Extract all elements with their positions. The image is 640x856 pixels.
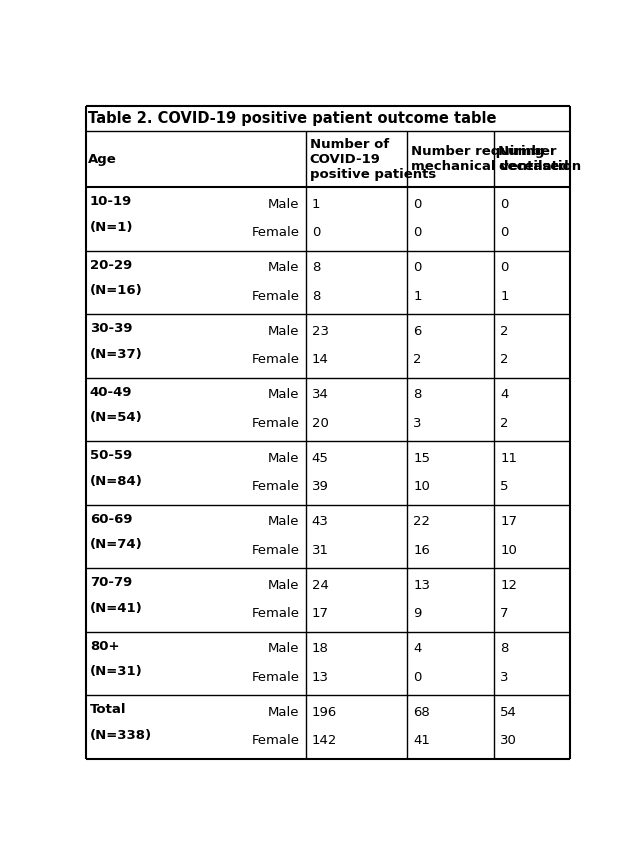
- Text: Female: Female: [252, 417, 300, 430]
- Text: Male: Male: [268, 642, 300, 655]
- Text: Female: Female: [252, 480, 300, 493]
- Text: 39: 39: [312, 480, 328, 493]
- Text: (N=54): (N=54): [90, 411, 143, 424]
- Text: 3: 3: [413, 417, 422, 430]
- Text: (N=338): (N=338): [90, 728, 152, 741]
- Text: Number of
COVID-19
positive patients: Number of COVID-19 positive patients: [310, 138, 436, 181]
- Text: 0: 0: [413, 261, 422, 274]
- Text: 0: 0: [312, 226, 320, 240]
- Text: 10: 10: [500, 544, 517, 556]
- Text: 43: 43: [312, 515, 328, 528]
- Text: Male: Male: [268, 261, 300, 274]
- Text: 1: 1: [312, 198, 320, 211]
- Text: 1: 1: [500, 290, 509, 303]
- Text: Male: Male: [268, 452, 300, 465]
- Text: 13: 13: [312, 671, 328, 684]
- Text: 17: 17: [500, 515, 517, 528]
- Text: Female: Female: [252, 671, 300, 684]
- Text: 60-69: 60-69: [90, 513, 132, 526]
- Text: 12: 12: [500, 579, 517, 591]
- Text: 9: 9: [413, 607, 422, 621]
- Text: 0: 0: [500, 226, 509, 240]
- Text: 8: 8: [413, 389, 422, 401]
- Text: 196: 196: [312, 705, 337, 719]
- Text: 1: 1: [413, 290, 422, 303]
- Text: 45: 45: [312, 452, 328, 465]
- Text: 6: 6: [413, 324, 422, 338]
- Text: Female: Female: [252, 734, 300, 747]
- Text: 18: 18: [312, 642, 328, 655]
- Text: 50-59: 50-59: [90, 449, 132, 462]
- Text: 34: 34: [312, 389, 328, 401]
- Text: 5: 5: [500, 480, 509, 493]
- Text: 22: 22: [413, 515, 430, 528]
- Text: 0: 0: [413, 671, 422, 684]
- Text: 16: 16: [413, 544, 430, 556]
- Text: Female: Female: [252, 607, 300, 621]
- Text: Female: Female: [252, 544, 300, 556]
- Text: 15: 15: [413, 452, 430, 465]
- Text: Male: Male: [268, 705, 300, 719]
- Text: 23: 23: [312, 324, 328, 338]
- Text: Male: Male: [268, 515, 300, 528]
- Text: Total: Total: [90, 703, 127, 716]
- Text: 0: 0: [500, 198, 509, 211]
- Text: 80+: 80+: [90, 639, 120, 652]
- Text: 54: 54: [500, 705, 517, 719]
- Text: 41: 41: [413, 734, 430, 747]
- Text: Female: Female: [252, 226, 300, 240]
- Text: 10: 10: [413, 480, 430, 493]
- Text: 31: 31: [312, 544, 328, 556]
- Text: 4: 4: [413, 642, 422, 655]
- Text: (N=74): (N=74): [90, 538, 143, 551]
- Text: 13: 13: [413, 579, 430, 591]
- Text: 4: 4: [500, 389, 509, 401]
- Text: 20: 20: [312, 417, 328, 430]
- Text: Male: Male: [268, 198, 300, 211]
- Text: 2: 2: [500, 354, 509, 366]
- Text: (N=41): (N=41): [90, 602, 143, 615]
- Text: Male: Male: [268, 324, 300, 338]
- Text: 70-79: 70-79: [90, 576, 132, 589]
- Text: 2: 2: [500, 417, 509, 430]
- Text: Table 2. COVID-19 positive patient outcome table: Table 2. COVID-19 positive patient outco…: [88, 111, 497, 126]
- Text: Female: Female: [252, 354, 300, 366]
- Text: 14: 14: [312, 354, 328, 366]
- Text: 20-29: 20-29: [90, 259, 132, 271]
- Text: 0: 0: [413, 198, 422, 211]
- Text: 7: 7: [500, 607, 509, 621]
- Text: 0: 0: [413, 226, 422, 240]
- Text: 8: 8: [312, 261, 320, 274]
- Text: Number requiring
mechanical ventilation: Number requiring mechanical ventilation: [412, 145, 582, 173]
- Text: (N=16): (N=16): [90, 284, 143, 297]
- Text: 8: 8: [500, 642, 509, 655]
- Text: 24: 24: [312, 579, 328, 591]
- Text: 68: 68: [413, 705, 430, 719]
- Text: 30: 30: [500, 734, 517, 747]
- Text: 142: 142: [312, 734, 337, 747]
- Text: (N=84): (N=84): [90, 474, 143, 488]
- Text: Age: Age: [88, 152, 117, 165]
- Text: Number
deceased: Number deceased: [498, 145, 569, 173]
- Text: 30-39: 30-39: [90, 322, 132, 336]
- Text: Female: Female: [252, 290, 300, 303]
- Text: (N=1): (N=1): [90, 221, 133, 234]
- Text: 8: 8: [312, 290, 320, 303]
- Text: Male: Male: [268, 389, 300, 401]
- Text: 3: 3: [500, 671, 509, 684]
- Text: Male: Male: [268, 579, 300, 591]
- Text: (N=31): (N=31): [90, 665, 143, 678]
- Text: 2: 2: [500, 324, 509, 338]
- Text: 2: 2: [413, 354, 422, 366]
- Text: 11: 11: [500, 452, 517, 465]
- Text: 0: 0: [500, 261, 509, 274]
- Text: 17: 17: [312, 607, 328, 621]
- Text: (N=37): (N=37): [90, 348, 143, 360]
- Text: 40-49: 40-49: [90, 386, 132, 399]
- Text: 10-19: 10-19: [90, 195, 132, 208]
